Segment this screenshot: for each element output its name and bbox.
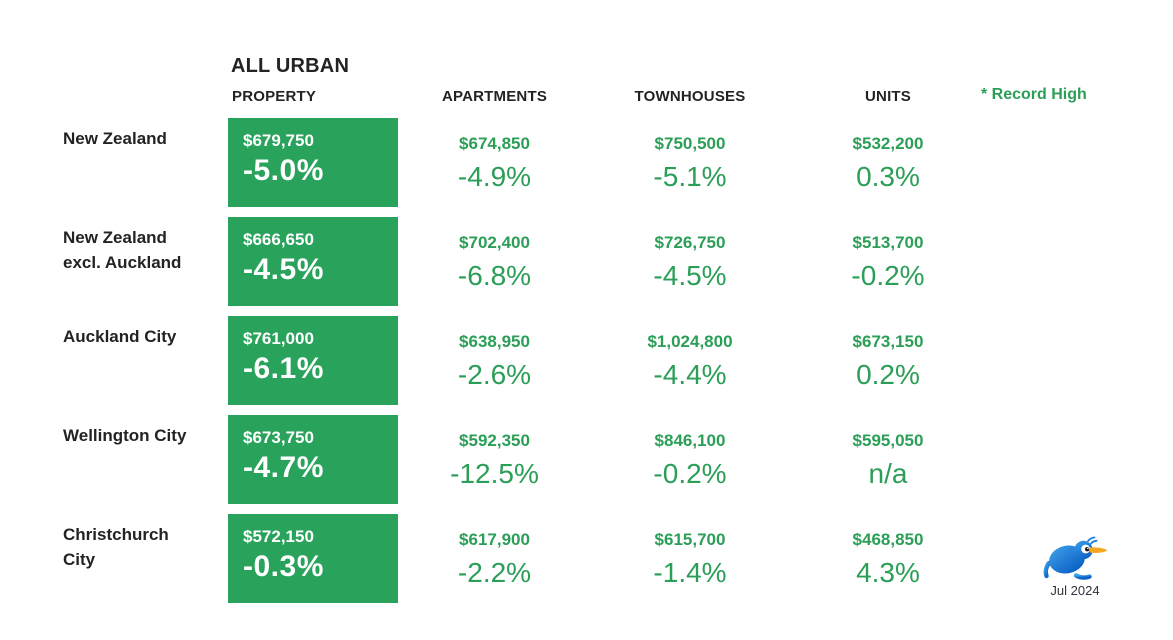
units-change: 4.3% [856, 557, 920, 588]
apartments-price: $674,850 [459, 134, 530, 153]
region-label: Wellington City [63, 426, 187, 445]
apartments-price: $638,950 [459, 332, 530, 351]
townhouses-cell: $1,024,800 -4.4% [591, 316, 789, 405]
all-urban-change: -4.7% [243, 451, 324, 484]
units-cell: $532,200 0.3% [789, 118, 987, 207]
all-urban-property-cell: $572,150 -0.3% [228, 514, 398, 603]
townhouses-price: $846,100 [654, 431, 726, 450]
apartments-price: $592,350 [459, 431, 530, 450]
apartments-change: -12.5% [450, 458, 539, 489]
all-urban-property-cell: $679,750 -5.0% [228, 118, 398, 207]
apartments-change: -2.2% [457, 557, 532, 588]
all-urban-price: $572,150 [243, 527, 314, 546]
all-urban-change: -4.5% [243, 253, 324, 286]
table-row: New Zealand $679,750 -5.0% $674,850 -4.9… [0, 118, 1173, 207]
all-urban-change: -6.1% [243, 352, 324, 385]
apartments-change: -4.9% [457, 161, 532, 192]
units-change: -0.2% [851, 260, 925, 291]
table-row: Auckland City $761,000 -6.1% $638,950 -2… [0, 316, 1173, 405]
all-urban-price: $673,750 [243, 428, 314, 447]
apartments-cell: $702,400 -6.8% [398, 217, 591, 306]
units-cell: $468,850 4.3% [789, 514, 987, 603]
table-row: Christchurch City $572,150 -0.3% $617,90… [0, 514, 1173, 603]
units-change: 0.2% [856, 359, 920, 390]
column-header-all-urban-sub: PROPERTY [232, 88, 317, 105]
units-cell: $513,700 -0.2% [789, 217, 987, 306]
apartments-change: -2.6% [457, 359, 532, 390]
townhouses-cell: $615,700 -1.4% [591, 514, 789, 603]
table-row: Wellington City $673,750 -4.7% $592,350 … [0, 415, 1173, 504]
townhouses-cell: $726,750 -4.5% [591, 217, 789, 306]
apartments-cell: $617,900 -2.2% [398, 514, 591, 603]
table-row: New Zealand excl. Auckland $666,650 -4.5… [0, 217, 1173, 306]
units-price: $595,050 [852, 431, 924, 450]
units-price: $532,200 [852, 134, 924, 153]
column-header-townhouses: TOWNHOUSES [634, 88, 746, 105]
townhouses-change: -4.5% [653, 260, 727, 291]
all-urban-property-cell: $673,750 -4.7% [228, 415, 398, 504]
townhouses-price: $615,700 [654, 530, 726, 549]
units-price: $468,850 [852, 530, 924, 549]
column-header-units: UNITS [865, 88, 911, 105]
townhouses-change: -4.4% [653, 359, 727, 390]
units-cell: $673,150 0.2% [789, 316, 987, 405]
apartments-cell: $638,950 -2.6% [398, 316, 591, 405]
all-urban-price: $761,000 [243, 329, 314, 348]
column-header-apartments: APARTMENTS [441, 88, 548, 105]
units-change: n/a [868, 458, 908, 489]
townhouses-price: $750,500 [654, 134, 726, 153]
region-label: New Zealand [63, 129, 167, 148]
region-label: Auckland City [63, 327, 177, 346]
all-urban-change: -5.0% [243, 154, 324, 187]
townhouses-change: -1.4% [653, 557, 727, 588]
all-urban-price: $679,750 [243, 131, 314, 150]
townhouses-change: -0.2% [653, 458, 727, 489]
region-label: Christchurch City [63, 525, 169, 569]
all-urban-property-cell: $761,000 -6.1% [228, 316, 398, 405]
region-label: New Zealand excl. Auckland [63, 228, 182, 272]
townhouses-cell: $846,100 -0.2% [591, 415, 789, 504]
townhouses-price: $726,750 [654, 233, 726, 252]
units-price: $513,700 [852, 233, 924, 252]
units-cell: $595,050 n/a [789, 415, 987, 504]
kiwi-bird-icon [1043, 536, 1108, 580]
all-urban-property-cell: $666,650 -4.5% [228, 217, 398, 306]
column-header-all-urban: ALL URBAN [231, 55, 350, 77]
apartments-cell: $674,850 -4.9% [398, 118, 591, 207]
all-urban-change: -0.3% [243, 550, 324, 583]
report-date: Jul 2024 [1050, 583, 1100, 598]
townhouses-change: -5.1% [653, 161, 727, 192]
townhouses-price: $1,024,800 [647, 332, 733, 351]
townhouses-cell: $750,500 -5.1% [591, 118, 789, 207]
record-high-legend: * Record High [981, 86, 1087, 103]
all-urban-price: $666,650 [243, 230, 314, 249]
apartments-price: $617,900 [459, 530, 530, 549]
apartments-change: -6.8% [457, 260, 532, 291]
units-price: $673,150 [852, 332, 924, 351]
units-change: 0.3% [856, 161, 920, 192]
apartments-cell: $592,350 -12.5% [398, 415, 591, 504]
apartments-price: $702,400 [459, 233, 530, 252]
